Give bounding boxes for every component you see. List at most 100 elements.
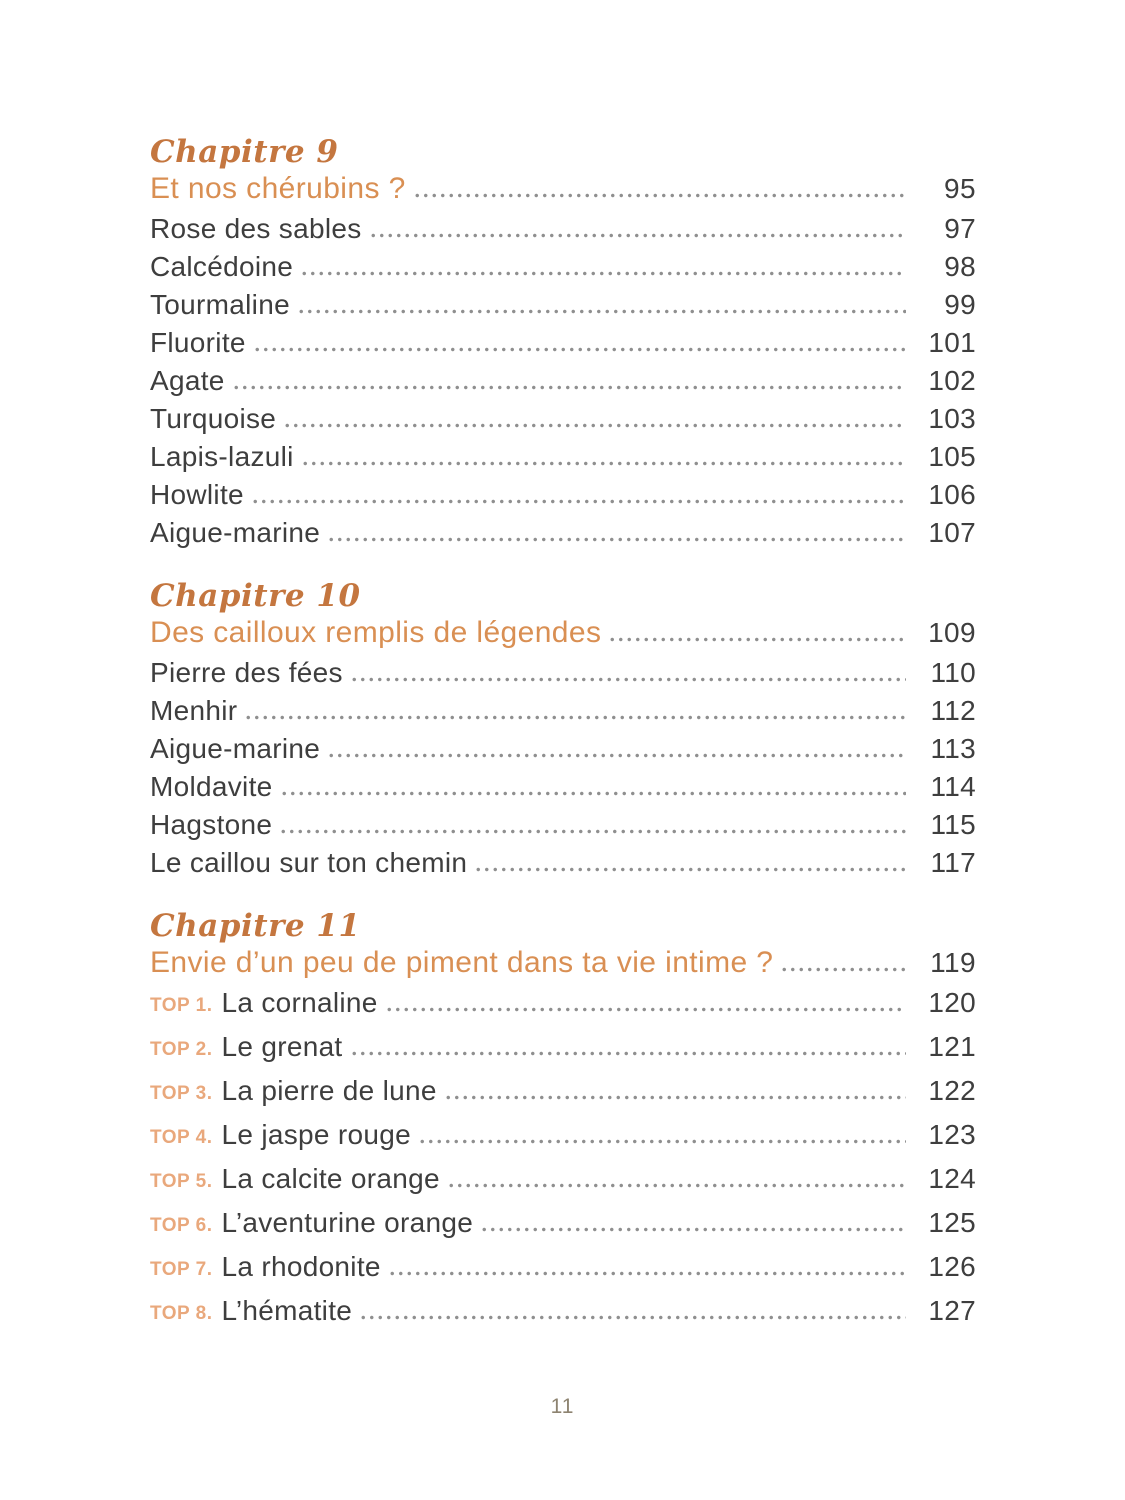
dot-leader bbox=[780, 967, 906, 972]
page-number: 117 bbox=[930, 847, 976, 878]
toc-entry-row: TOP 6. L’aventurine orange 125 bbox=[150, 1207, 976, 1251]
chapter-title: Des cailloux remplis de légendes bbox=[150, 616, 602, 649]
entry-label: Le caillou sur ton chemin bbox=[150, 847, 468, 878]
entry-label: Agate bbox=[150, 365, 225, 396]
page-number: 125 bbox=[928, 1207, 976, 1238]
dot-leader bbox=[608, 637, 906, 642]
page-number: 97 bbox=[944, 213, 976, 244]
dot-leader bbox=[279, 791, 906, 796]
top-rank-badge: TOP 6. bbox=[150, 1215, 213, 1236]
entry-label: Menhir bbox=[150, 695, 238, 726]
dot-leader bbox=[446, 1183, 906, 1188]
dot-leader bbox=[384, 1007, 906, 1012]
chapter-title-row: Des cailloux remplis de légendes 109 bbox=[150, 616, 976, 657]
page-number: 101 bbox=[928, 327, 976, 358]
chapter-script-label: Chapitre 10 bbox=[150, 578, 361, 614]
page-number: 112 bbox=[930, 695, 976, 726]
chapter-script-label: Chapitre 9 bbox=[150, 134, 339, 170]
page-number: 120 bbox=[928, 987, 976, 1018]
chapter-title-row: Et nos chérubins ? 95 bbox=[150, 172, 976, 213]
entry-label: Aigue-marine bbox=[150, 517, 321, 548]
dot-leader bbox=[443, 1095, 906, 1100]
dot-leader bbox=[279, 829, 906, 834]
entry-label: La cornaline bbox=[221, 987, 378, 1018]
page-number: 110 bbox=[930, 657, 976, 688]
top-rank-badge: TOP 5. bbox=[150, 1171, 213, 1192]
entry-label: L’aventurine orange bbox=[221, 1207, 474, 1238]
page-number: 95 bbox=[944, 173, 976, 204]
top-rank-badge: TOP 2. bbox=[150, 1039, 213, 1060]
dot-leader bbox=[387, 1271, 906, 1276]
toc-entry-row: TOP 5. La calcite orange 124 bbox=[150, 1163, 976, 1207]
page-number: 107 bbox=[928, 517, 976, 548]
chapter-title: Et nos chérubins ? bbox=[150, 172, 406, 205]
entry-label: Lapis-lazuli bbox=[150, 441, 294, 472]
toc-entry-row: Lapis-lazuli 105 bbox=[150, 441, 976, 479]
dot-leader bbox=[417, 1139, 906, 1144]
top-rank-badge: TOP 8. bbox=[150, 1303, 213, 1324]
toc-entry-row: Howlite 106 bbox=[150, 479, 976, 517]
toc-entry-row: TOP 7. La rhodonite 126 bbox=[150, 1251, 976, 1295]
page-number: 102 bbox=[928, 365, 976, 396]
toc-entry-row: Aigue-marine 107 bbox=[150, 517, 976, 555]
entry-label: Le jaspe rouge bbox=[221, 1119, 411, 1150]
page-number: 119 bbox=[930, 947, 976, 978]
chapter-title-row: Envie d’un peu de piment dans ta vie int… bbox=[150, 946, 976, 987]
page-number: 98 bbox=[944, 251, 976, 282]
toc-entry-row: TOP 4. Le jaspe rouge 123 bbox=[150, 1119, 976, 1163]
toc-entry-row: Moldavite 114 bbox=[150, 771, 976, 809]
top-rank-badge: TOP 4. bbox=[150, 1127, 213, 1148]
dot-leader bbox=[300, 461, 906, 466]
chapter-block-11: Chapitre 11 Envie d’un peu de piment dan… bbox=[150, 906, 976, 1339]
footer-page-number: 11 bbox=[550, 1395, 575, 1418]
dot-leader bbox=[283, 423, 906, 428]
entry-label: L’hématite bbox=[221, 1295, 353, 1326]
toc-entry-row: Pierre des fées 110 bbox=[150, 657, 976, 695]
entry-label: Aigue-marine bbox=[150, 733, 321, 764]
toc-entry-row: Agate 102 bbox=[150, 365, 976, 403]
dot-leader bbox=[368, 233, 906, 238]
page-number: 105 bbox=[928, 441, 976, 472]
toc-entry-row: Menhir 112 bbox=[150, 695, 976, 733]
entry-label: Howlite bbox=[150, 479, 244, 510]
entry-label: La rhodonite bbox=[221, 1251, 381, 1282]
entry-label: Moldavite bbox=[150, 771, 273, 802]
page-number: 127 bbox=[928, 1295, 976, 1326]
entry-label: Calcédoine bbox=[150, 251, 294, 282]
dot-leader bbox=[349, 677, 906, 682]
top-rank-badge: TOP 3. bbox=[150, 1083, 213, 1104]
page-number: 123 bbox=[928, 1119, 976, 1150]
top-rank-badge: TOP 1. bbox=[150, 995, 213, 1016]
toc-entry-row: TOP 1. La cornaline 120 bbox=[150, 987, 976, 1031]
toc-entry-row: Tourmaline 99 bbox=[150, 289, 976, 327]
page-number: 121 bbox=[928, 1031, 976, 1062]
page-number: 126 bbox=[928, 1251, 976, 1282]
page-number: 122 bbox=[928, 1075, 976, 1106]
dot-leader bbox=[231, 385, 906, 390]
entry-label: Le grenat bbox=[221, 1031, 343, 1062]
toc-entry-row: Calcédoine 98 bbox=[150, 251, 976, 289]
entry-label: Tourmaline bbox=[150, 289, 290, 320]
page-number: 114 bbox=[930, 771, 976, 802]
toc-entry-row: TOP 2. Le grenat 121 bbox=[150, 1031, 976, 1075]
dot-leader bbox=[327, 753, 906, 758]
page-number: 103 bbox=[928, 403, 976, 434]
entry-label: Pierre des fées bbox=[150, 657, 343, 688]
toc-entry-row: Le caillou sur ton chemin 117 bbox=[150, 847, 976, 885]
dot-leader bbox=[474, 867, 906, 872]
entry-label: La pierre de lune bbox=[221, 1075, 437, 1106]
chapter-block-9: Chapitre 9 Et nos chérubins ? 95 Rose de… bbox=[150, 132, 976, 555]
toc-entry-row: Rose des sables 97 bbox=[150, 213, 976, 251]
page-number: 115 bbox=[930, 809, 976, 840]
dot-leader bbox=[412, 193, 906, 198]
entry-label: Turquoise bbox=[150, 403, 277, 434]
entry-label: La calcite orange bbox=[221, 1163, 440, 1194]
page-number: 109 bbox=[928, 617, 976, 648]
page-number: 99 bbox=[944, 289, 976, 320]
dot-leader bbox=[296, 309, 906, 314]
entry-label: Hagstone bbox=[150, 809, 273, 840]
dot-leader bbox=[300, 271, 906, 276]
page-number: 124 bbox=[928, 1163, 976, 1194]
dot-leader bbox=[252, 347, 906, 352]
